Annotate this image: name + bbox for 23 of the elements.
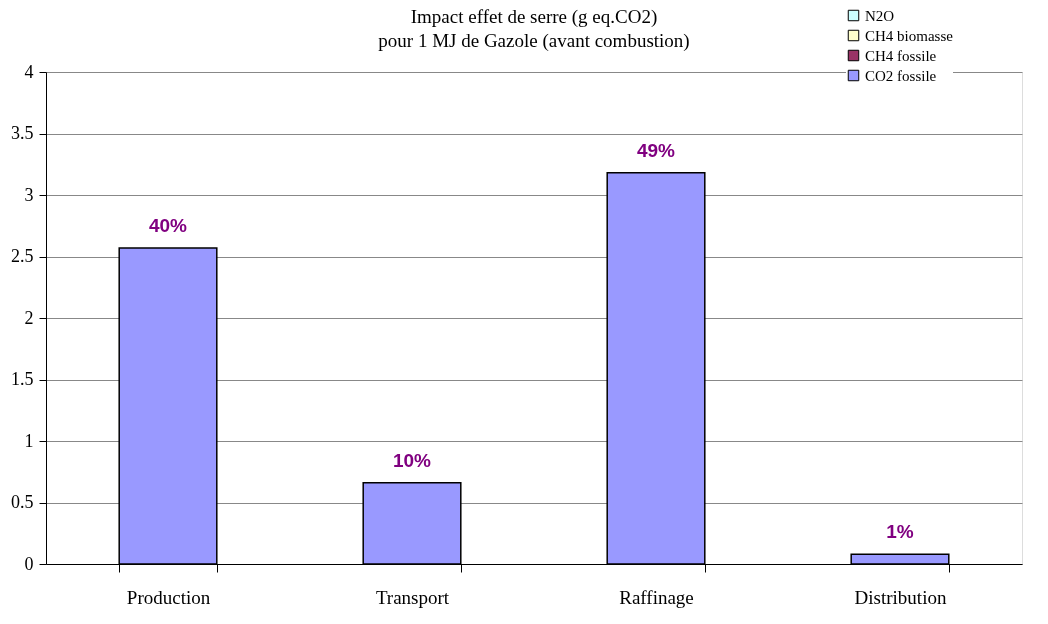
text: Impact effet de serre (g eq.CO2)	[410, 6, 658, 27]
y-tick-label: 2	[24, 307, 34, 328]
annotation: 49%	[636, 139, 676, 161]
legend-label: CH4 biomasse	[865, 27, 954, 44]
x-tick-label: Production	[126, 586, 211, 608]
text: pour 1 MJ de Gazole (avant combustion)	[378, 30, 690, 51]
y-tick-label: 3	[24, 184, 34, 205]
y-tick-label: 2.5	[11, 246, 34, 266]
x-tick-label: Raffinage	[619, 586, 694, 608]
y-tick-label: 4	[24, 61, 34, 82]
y-tick-label: 0.5	[11, 492, 34, 512]
annotation: 10%	[392, 449, 432, 471]
y-tick-label: 0	[24, 553, 34, 574]
y-tick-label: 1.5	[11, 369, 34, 389]
x-tick-label: Transport	[375, 586, 450, 608]
y-tick-label: 1	[24, 430, 34, 451]
x-tick-label: Distribution	[854, 586, 947, 608]
annotation: 1%	[886, 521, 914, 543]
legend-label: CO2 fossile	[865, 67, 937, 84]
annotation: 40%	[148, 214, 188, 236]
legend-label: N2O	[865, 7, 895, 24]
legend-label: CH4 fossile	[865, 47, 937, 64]
y-tick-label: 3.5	[11, 123, 34, 143]
